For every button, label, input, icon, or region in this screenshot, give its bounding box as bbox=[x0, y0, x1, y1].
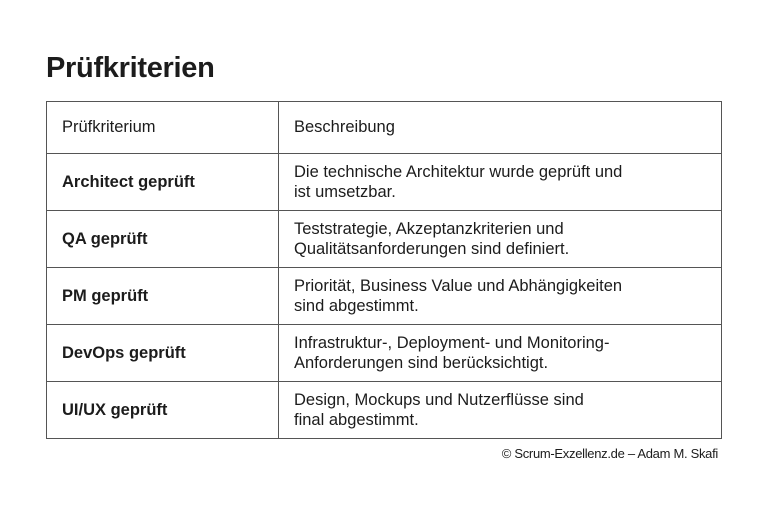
description-line: sind abgestimmt. bbox=[294, 297, 419, 315]
description-line: ist umsetzbar. bbox=[294, 183, 396, 201]
description-cell: Priorität, Business Value und Abhängigke… bbox=[278, 267, 722, 325]
table-row: DevOps geprüft Infrastruktur-, Deployment… bbox=[46, 324, 722, 382]
description-line: Die technische Architektur wurde geprüft… bbox=[294, 163, 623, 181]
criteria-table: Prüfkriterium Beschreibung Architect gep… bbox=[46, 101, 722, 439]
criterion-cell: QA geprüft bbox=[46, 210, 279, 268]
criterion-cell: DevOps geprüft bbox=[46, 324, 279, 382]
description-cell: Die technische Architektur wurde geprüft… bbox=[278, 153, 722, 211]
criterion-cell: Architect geprüft bbox=[46, 153, 279, 211]
description-line: Priorität, Business Value und Abhängigke… bbox=[294, 277, 623, 295]
table-row: UI/UX geprüft Design, Mockups und Nutzerf… bbox=[46, 381, 722, 439]
page-title: Prüfkriterien bbox=[46, 52, 215, 84]
description-cell: Teststrategie, Akzeptanzkriterien und Qua… bbox=[278, 210, 722, 268]
description-line: Design, Mockups und Nutzerflüsse sind bbox=[294, 391, 584, 409]
table-row: QA geprüft Teststrategie, Akzeptanzkriter… bbox=[46, 210, 722, 268]
header-criterion: Prüfkriterium bbox=[46, 101, 279, 154]
description-line: Qualitätsanforderungen sind definiert. bbox=[294, 240, 570, 258]
table-header-row: Prüfkriterium Beschreibung bbox=[46, 101, 722, 154]
header-description: Beschreibung bbox=[278, 101, 722, 154]
criterion-cell: UI/UX geprüft bbox=[46, 381, 279, 439]
table-row: Architect geprüft Die technische Architek… bbox=[46, 153, 722, 211]
table-row: PM geprüft Priorität, Business Value und … bbox=[46, 267, 722, 325]
description-cell: Design, Mockups und Nutzerflüsse sind fin… bbox=[278, 381, 722, 439]
description-line: Infrastruktur-, Deployment- und Monitori… bbox=[294, 334, 610, 352]
description-line: Anforderungen sind berücksichtigt. bbox=[294, 354, 549, 372]
description-cell: Infrastruktur-, Deployment- und Monitori… bbox=[278, 324, 722, 382]
copyright-footer: © Scrum-Exzellenz.de – Adam M. Skafi bbox=[501, 446, 719, 461]
criterion-cell: PM geprüft bbox=[46, 267, 279, 325]
description-line: final abgestimmt. bbox=[294, 411, 419, 429]
description-line: Teststrategie, Akzeptanzkriterien und bbox=[294, 220, 564, 238]
